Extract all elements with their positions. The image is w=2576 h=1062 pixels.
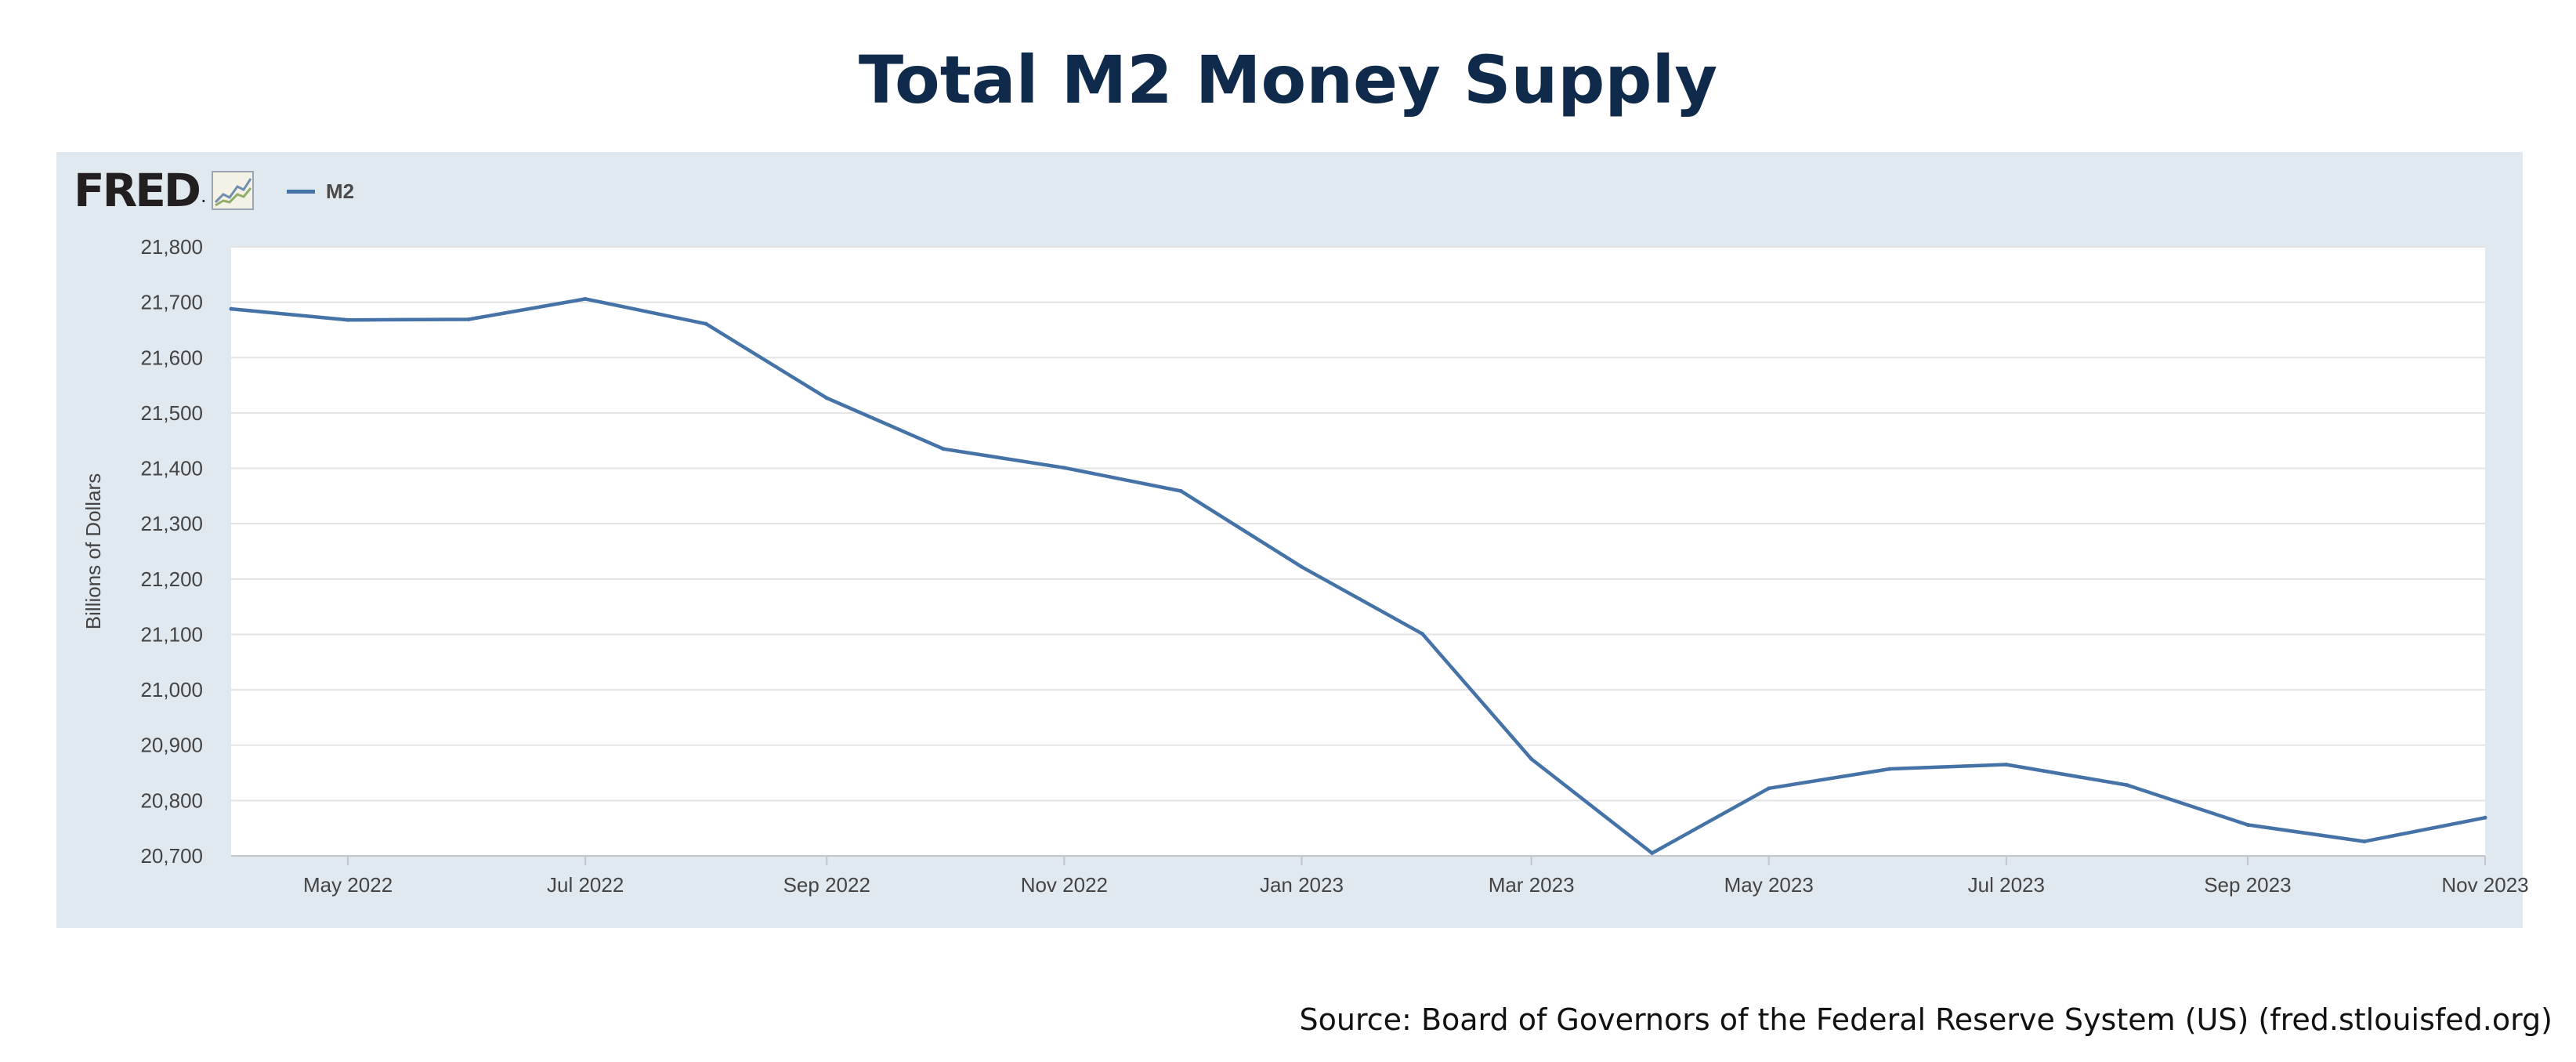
y-axis-label: Billions of Dollars — [81, 473, 105, 629]
data-point — [824, 396, 829, 401]
data-point — [346, 317, 350, 322]
y-tick-label: 20,700 — [140, 844, 203, 868]
data-point — [1767, 786, 1771, 791]
data-point — [941, 447, 946, 451]
fred-graph-icon — [211, 171, 254, 210]
legend-swatch-m2 — [287, 189, 315, 194]
x-tick-label: Nov 2022 — [1021, 873, 1108, 897]
y-tick-label: 21,200 — [140, 567, 203, 591]
source-note: Source: Board of Governors of the Federa… — [1299, 1002, 2552, 1037]
y-tick-label: 21,300 — [140, 512, 203, 535]
data-point — [583, 296, 588, 301]
data-point — [2362, 839, 2367, 844]
y-tick-label: 21,100 — [140, 622, 203, 646]
data-point — [1650, 850, 1655, 855]
data-point — [2245, 822, 2250, 827]
fred-logo[interactable]: FRED . — [74, 166, 254, 215]
data-point — [2483, 815, 2487, 820]
data-point — [2004, 762, 2009, 767]
data-point — [1887, 767, 1892, 771]
x-tick-label: Nov 2023 — [2441, 873, 2528, 897]
x-tick-label: Sep 2022 — [783, 873, 870, 897]
chart-legend[interactable]: M2 — [287, 177, 354, 205]
y-tick-label: 21,000 — [140, 678, 203, 701]
data-point — [1420, 632, 1424, 636]
x-tick-label: May 2022 — [303, 873, 393, 897]
x-tick-label: Sep 2023 — [2204, 873, 2291, 897]
x-tick-label: Jul 2023 — [1968, 873, 2045, 897]
x-tick-label: Mar 2023 — [1489, 873, 1575, 897]
x-tick-label: Jul 2022 — [547, 873, 624, 897]
fred-logo-mark: . — [201, 185, 207, 207]
data-point — [1299, 564, 1304, 569]
series-line-m2 — [229, 297, 2487, 855]
data-point — [704, 321, 708, 326]
y-tick-label: 20,900 — [140, 734, 203, 757]
data-point — [1062, 466, 1066, 470]
y-tick-label: 21,500 — [140, 401, 203, 425]
page-title: Total M2 Money Supply — [858, 42, 1718, 118]
data-point — [1529, 756, 1534, 761]
x-tick-label: Jan 2023 — [1260, 873, 1344, 897]
y-tick-label: 21,600 — [140, 346, 203, 369]
data-point — [229, 306, 233, 311]
legend-label-m2: M2 — [326, 179, 355, 203]
y-tick-label: 21,800 — [140, 235, 203, 259]
fred-logo-text: FRED — [74, 164, 201, 217]
y-tick-label: 21,400 — [140, 457, 203, 480]
y-tick-label: 21,700 — [140, 291, 203, 314]
plot-area — [231, 247, 2485, 856]
data-point — [466, 317, 471, 322]
data-point — [1178, 489, 1183, 494]
x-tick-label: May 2023 — [1724, 873, 1814, 897]
data-point — [2125, 783, 2129, 788]
y-tick-label: 20,800 — [140, 788, 203, 812]
